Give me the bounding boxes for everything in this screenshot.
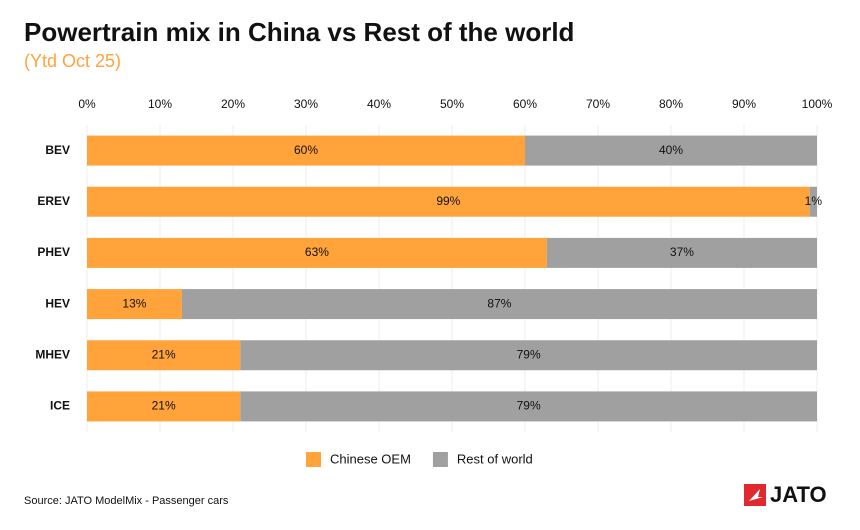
bar-segment <box>87 237 547 268</box>
legend-label: Chinese OEM <box>330 451 411 466</box>
data-label: 13% <box>122 296 146 310</box>
x-tick-label: 0% <box>78 97 96 111</box>
x-tick-label: 40% <box>367 97 391 111</box>
x-tick-label: 20% <box>221 97 245 111</box>
source-note: Source: JATO ModelMix - Passenger cars <box>24 495 229 507</box>
y-tick-label: HEV <box>45 296 70 310</box>
legend-swatch <box>306 452 321 467</box>
data-label: 79% <box>517 347 541 361</box>
data-label: 21% <box>152 347 176 361</box>
bar-segment <box>87 289 182 320</box>
x-tick-label: 100% <box>802 97 833 111</box>
bar-segment <box>546 237 817 268</box>
x-tick-label: 80% <box>659 97 683 111</box>
legend-swatch <box>432 452 448 467</box>
x-tick-label: 10% <box>148 97 172 111</box>
bar-segment <box>87 135 525 166</box>
y-tick-label: PHEV <box>37 245 70 259</box>
data-label: 37% <box>670 245 694 259</box>
bar-segment <box>240 391 818 422</box>
bar-segment <box>181 289 817 320</box>
data-label: 79% <box>517 399 541 413</box>
chart-title: Powertrain mix in China vs Rest of the w… <box>24 17 574 47</box>
data-label: 87% <box>487 296 511 310</box>
data-label: 63% <box>305 245 329 259</box>
x-tick-label: 90% <box>732 97 756 111</box>
bar-segment <box>809 186 817 217</box>
bar-segment <box>87 340 241 371</box>
y-tick-label: BEV <box>45 143 70 157</box>
bar-segment <box>87 391 241 422</box>
x-tick-label: 50% <box>440 97 464 111</box>
chart-subtitle: (Ytd Oct 25) <box>24 51 121 71</box>
y-tick-label: MHEV <box>35 347 70 361</box>
bar-segment <box>87 186 810 217</box>
data-label: 1% <box>805 194 823 208</box>
logo-arrow <box>749 489 763 501</box>
x-tick-label: 60% <box>513 97 537 111</box>
x-tick-label: 30% <box>294 97 318 111</box>
y-tick-label: EREV <box>37 194 70 208</box>
logo-text: JATO <box>770 482 827 507</box>
y-tick-label: ICE <box>50 399 70 413</box>
bar-segment <box>525 135 817 166</box>
legend-label: Rest of world <box>457 451 533 466</box>
data-label: 40% <box>659 143 683 157</box>
x-tick-label: 70% <box>586 97 610 111</box>
data-label: 21% <box>152 399 176 413</box>
data-label: 60% <box>294 143 318 157</box>
bar-segment <box>240 340 818 371</box>
data-label: 99% <box>436 194 460 208</box>
